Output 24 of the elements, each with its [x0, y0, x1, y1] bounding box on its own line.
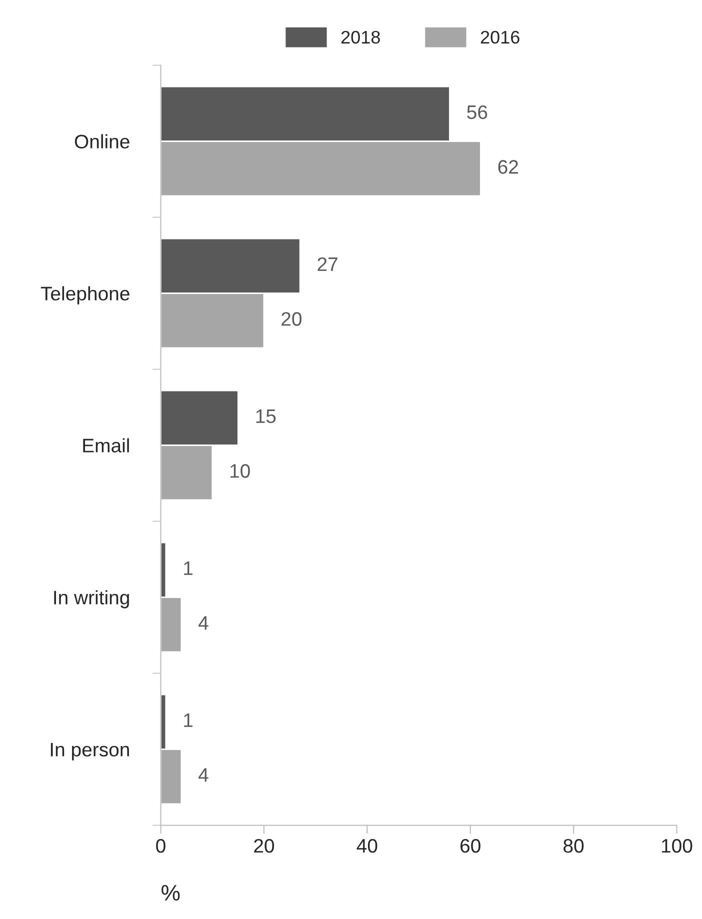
x-tick-label: 20 — [254, 838, 274, 853]
data-label: 15 — [256, 410, 276, 424]
x-tick-label: 0 — [156, 838, 166, 853]
legend-label: 2016 — [480, 30, 520, 44]
data-label: 62 — [498, 160, 518, 174]
data-label: 4 — [198, 768, 208, 782]
data-label: 27 — [318, 257, 338, 271]
x-tick-label: 80 — [564, 838, 584, 853]
data-label: 1 — [184, 562, 192, 575]
data-label: 10 — [230, 464, 250, 478]
data-label: 4 — [198, 616, 208, 630]
y-tick-label: Online — [74, 134, 130, 148]
x-tick-label: 40 — [356, 838, 378, 853]
data-label: 20 — [282, 312, 302, 326]
legend-label: 2018 — [341, 30, 380, 44]
x-tick-label: 100 — [662, 838, 692, 853]
data-label: 56 — [467, 105, 488, 120]
x-tick-label: 60 — [460, 838, 480, 853]
x-axis-title: % — [162, 885, 180, 901]
data-label: 1 — [184, 714, 192, 727]
y-tick-label: In person — [50, 742, 129, 760]
y-tick-label: Email — [83, 438, 129, 452]
y-tick-label: Telephone — [40, 286, 130, 304]
y-tick-label: In writing — [54, 590, 129, 608]
